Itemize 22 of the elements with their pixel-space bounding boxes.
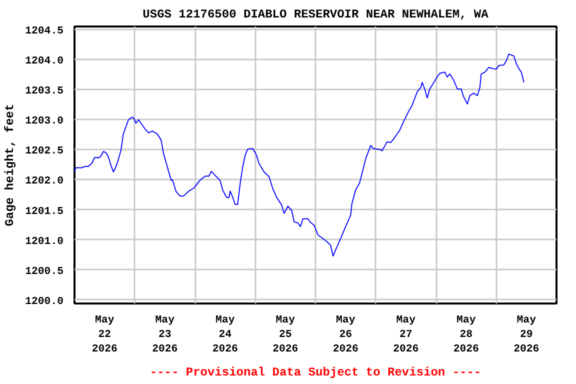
x-tick-label: May 23 2026 [152, 314, 178, 356]
x-tick-label: May 25 2026 [272, 314, 298, 356]
line-series [74, 54, 524, 257]
x-tick-label: May 28 2026 [453, 314, 479, 356]
x-tick-label: May 22 2026 [92, 314, 118, 356]
y-tick-label: 1203.5 [25, 86, 64, 98]
y-tick-label: 1201.5 [25, 206, 64, 218]
y-tick-label: 1202.0 [25, 176, 64, 188]
y-axis-title: Gage height, feet [3, 104, 18, 226]
y-tick-label: 1204.0 [25, 56, 64, 68]
x-tick-label: May 29 2026 [514, 314, 540, 356]
chart-title: USGS 12176500 DIABLO RESERVOIR NEAR NEWHALEM, WA [142, 8, 490, 22]
y-tick-label: 1200.5 [25, 266, 64, 278]
y-tick-label: 1202.5 [25, 146, 64, 158]
y-tick-label: 1203.0 [25, 116, 64, 128]
y-tick-label: 1200.0 [25, 296, 64, 308]
y-tick-label: 1204.5 [25, 26, 64, 38]
x-tick-label: May 27 2026 [393, 314, 419, 356]
text: ---- Provisional Data Subject to Revision ---- [150, 366, 482, 380]
x-tick-label: May 26 2026 [332, 314, 358, 356]
x-tick-label: May 24 2026 [212, 314, 238, 356]
y-tick-label: 1201.0 [25, 236, 64, 248]
